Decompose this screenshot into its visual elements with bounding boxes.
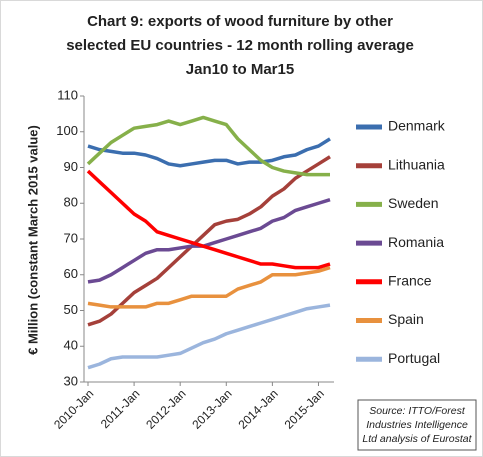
legend-label: Sweden — [388, 195, 439, 211]
legend-label: Portugal — [388, 350, 440, 366]
legend-label: Romania — [388, 234, 444, 250]
legend-label: France — [388, 273, 432, 289]
line — [86, 169, 331, 270]
line — [86, 115, 330, 177]
line — [87, 155, 331, 327]
line — [87, 265, 331, 309]
y-tick-label: 110 — [57, 87, 78, 102]
legend-label: Lithuania — [388, 156, 445, 172]
legend-label: Spain — [388, 311, 424, 327]
annotation: Source: ITTO/Forest — [369, 405, 466, 417]
y-tick-label: 80 — [64, 195, 78, 210]
y-tick-label: 100 — [56, 123, 78, 138]
legend-label: Denmark — [388, 118, 446, 134]
line — [87, 198, 331, 284]
annotation: Industries Intelligence — [366, 419, 468, 431]
chart-title: selected EU countries - 12 month rolling… — [66, 37, 414, 54]
y-tick-label: 30 — [64, 373, 78, 388]
line — [87, 137, 331, 168]
chart-title: Jan10 to Mar15 — [186, 61, 294, 78]
annotation: Ltd analysis of Eurostat — [362, 433, 472, 445]
y-tick-label: 60 — [64, 266, 78, 281]
chart-title: Chart 9: exports of wood furniture by ot… — [87, 13, 393, 30]
annotation-box — [357, 399, 477, 451]
y-tick-label: 40 — [64, 338, 78, 353]
y-tick-label: 70 — [64, 230, 78, 245]
y-axis-label: € Million (constant March 2015 value) — [25, 125, 40, 355]
line — [87, 303, 331, 370]
y-tick-label: 90 — [64, 159, 78, 174]
y-tick-label: 50 — [64, 302, 78, 317]
